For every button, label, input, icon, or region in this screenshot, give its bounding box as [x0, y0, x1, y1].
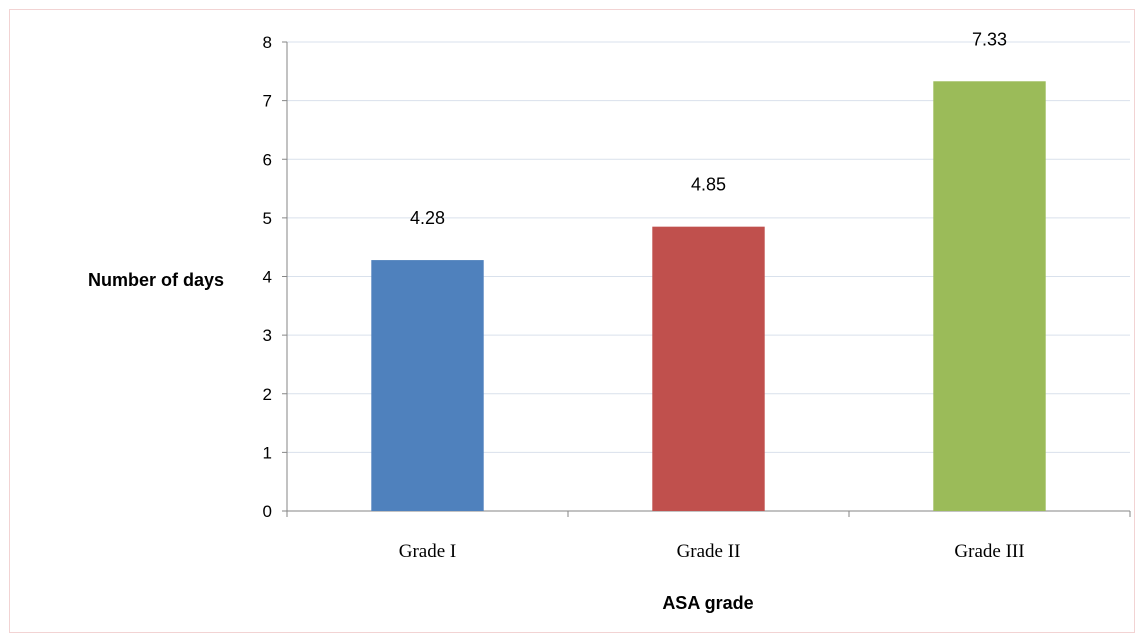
y-tick-label: 4: [263, 268, 272, 287]
bar: [652, 226, 765, 511]
y-tick-label: 5: [263, 209, 272, 228]
y-tick-label: 2: [263, 385, 272, 404]
bar: [371, 260, 484, 511]
bar: [933, 81, 1046, 511]
y-tick-label: 1: [263, 443, 272, 462]
y-tick-label: 0: [263, 502, 272, 521]
y-tick-label: 6: [263, 150, 272, 169]
bars: [371, 81, 1046, 511]
x-category-label: Grade III: [954, 541, 1024, 562]
data-label: 4.85: [691, 175, 726, 195]
x-category-label: Grade I: [399, 541, 457, 562]
labels: 0 1 2 3 4 5 6 7 8 4.28 Grade I 4.85 Grade II 7.33 Grad…: [263, 29, 1025, 562]
data-label: 7.33: [972, 29, 1007, 49]
y-tick-label: 8: [263, 33, 272, 52]
y-tick-label: 7: [263, 92, 272, 111]
x-axis-title: ASA grade: [662, 593, 753, 613]
y-tick-label: 3: [263, 326, 272, 345]
x-category-label: Grade II: [677, 541, 741, 562]
y-axis-title: Number of days: [88, 270, 224, 290]
data-label: 4.28: [410, 208, 445, 228]
